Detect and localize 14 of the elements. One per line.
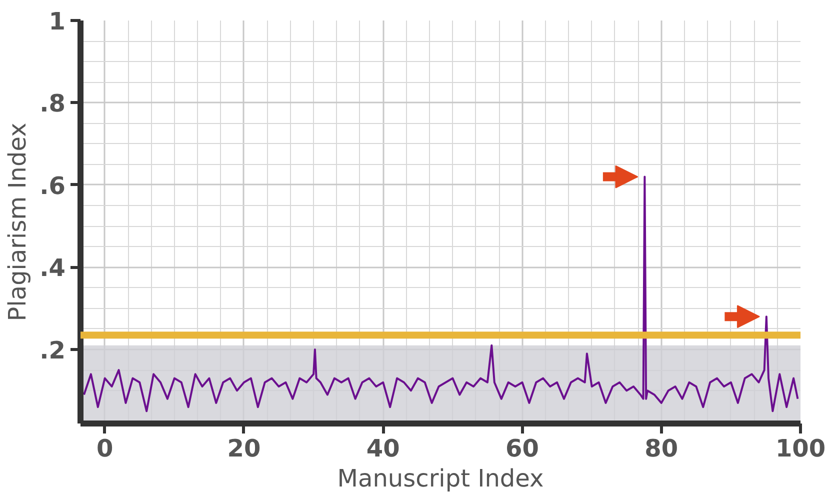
y-tick-label: 1 [48, 8, 66, 36]
x-tick-label: 0 [96, 434, 114, 462]
y-tick-label: .4 [40, 254, 66, 282]
x-tick-label: 100 [775, 434, 826, 462]
x-tick-label: 80 [644, 434, 678, 462]
y-tick-label: .8 [40, 90, 66, 118]
y-tick-label: .6 [40, 172, 66, 200]
x-axis-title: Manuscript Index [337, 464, 544, 492]
y-tick-label: .2 [40, 336, 66, 364]
x-tick-label: 60 [506, 434, 539, 462]
x-tick-label: 20 [227, 434, 261, 462]
y-axis-title: Plagiarism Index [4, 122, 32, 322]
line-series [82, 176, 799, 412]
x-tick-label: 40 [366, 434, 400, 462]
